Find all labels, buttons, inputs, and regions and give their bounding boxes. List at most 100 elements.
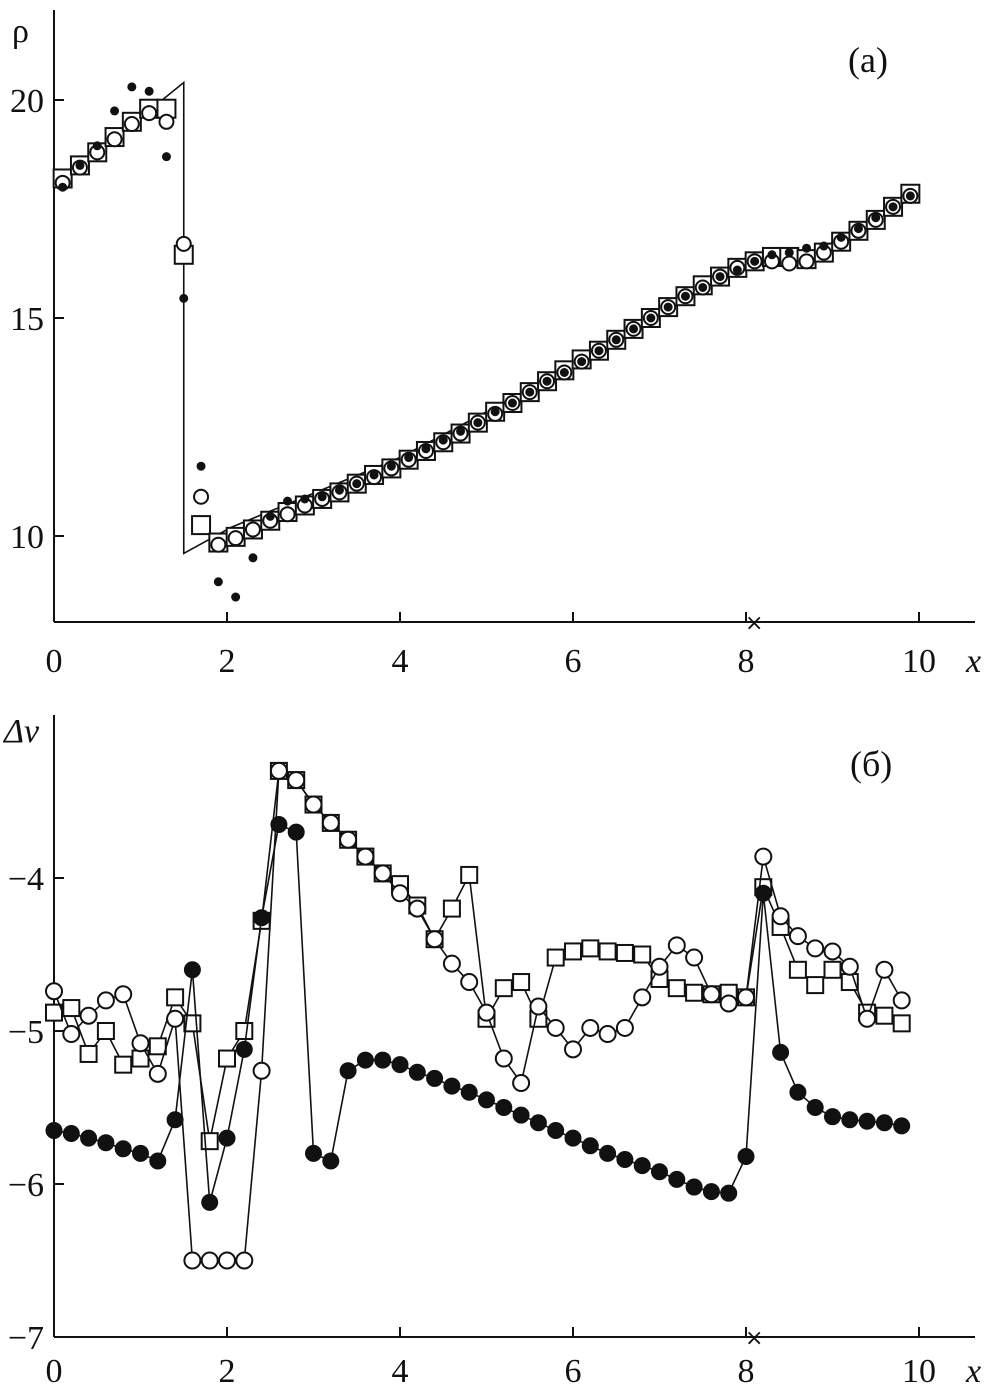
panel-b-square-point [633, 945, 652, 964]
panel-b-square-point [564, 942, 582, 961]
panel-a-circle-point [106, 131, 123, 148]
panel-a-dot-point [802, 243, 812, 253]
panel-b-circle-point [858, 1009, 877, 1028]
panel-b-circle-point [615, 1018, 634, 1037]
panel-a-dot-point [525, 387, 535, 397]
panel-a-dot-point [888, 202, 898, 212]
panel-b-dot-point [737, 1147, 755, 1165]
panel-a-dot-point [473, 418, 483, 428]
panel-b-circle-point [373, 864, 392, 883]
panel-b-circle-point [287, 771, 306, 790]
panel-a-dot-point [715, 272, 725, 282]
panel-b-dot-point [512, 1106, 530, 1124]
panel-b-dot-point [824, 1108, 841, 1126]
panel-a-dot-point [92, 141, 102, 151]
panel-a-dot-point [265, 511, 275, 521]
panel-b-dot-point [702, 1183, 720, 1201]
panel-b-series-square-line [53, 769, 903, 1142]
panel-b-dot-point [374, 1051, 392, 1069]
panel-a-x-tick-label: 10 [902, 643, 936, 680]
panel-b-series-dot-line [53, 823, 902, 1203]
panel-a-dot-point [836, 232, 846, 242]
panel-b-dot-point [754, 884, 772, 902]
panel-b-square-point [823, 960, 842, 979]
panel-b-circle-point [581, 1018, 600, 1037]
panel-b-dot-point [529, 1114, 547, 1132]
panel-b-dot-point [45, 1121, 63, 1139]
panel-b-square-point [218, 1049, 236, 1068]
panel-b-dot-point [789, 1083, 807, 1101]
panel-b-dot-point [97, 1134, 115, 1152]
panel-a-circle-point [781, 255, 798, 272]
panel-b-dot-point [253, 909, 271, 927]
panel-b-circle-point [252, 1061, 271, 1080]
panel-b-dot-point [495, 1099, 513, 1116]
panel-b-circle-point [806, 939, 825, 958]
panel-b-dot-point [581, 1137, 599, 1155]
panel-a-dot-point [559, 368, 569, 377]
panel-b-y-tick-label: −5 [8, 1014, 44, 1051]
panel-b-dot-point [668, 1170, 686, 1188]
panel-a-dot-point [905, 191, 915, 201]
panel-b-x-tick-label: 6 [565, 1353, 582, 1390]
panel-b-dot-point [599, 1144, 617, 1162]
panel-b-dot-point [183, 961, 201, 979]
panel-a-dot-point [680, 291, 690, 301]
panel-b-dot-point [132, 1144, 149, 1162]
panel-a-dot-point [629, 324, 639, 334]
panel-b-dot-point [391, 1056, 409, 1074]
panel-b-dot-point [478, 1091, 495, 1109]
panel-b-square-point [875, 1006, 894, 1025]
panel-b-dot-point [149, 1152, 167, 1170]
panel-a-label: (a) [848, 40, 888, 80]
panel-b-dot-point [806, 1099, 824, 1116]
panel-a-circle-point [798, 253, 815, 270]
panel-b-square-point [546, 948, 565, 967]
panel-b-circle-point [79, 1006, 98, 1025]
panel-b-circle-point [702, 985, 721, 1004]
panel-b-circle-point [96, 991, 115, 1010]
panel-b-circle-point [460, 973, 479, 992]
panel-b-circle-point [529, 997, 548, 1016]
panel-b-circle-point [425, 930, 444, 949]
panel-a-circle-point [175, 235, 192, 252]
panel-a-x-tick-label: 0 [46, 643, 63, 680]
panel-a-dot-point [611, 335, 621, 345]
panel-a-dot-point [179, 293, 189, 303]
panel-b-square-point [62, 999, 81, 1018]
panel-b-circle-point [667, 936, 686, 955]
panel-a-dot-point [231, 592, 241, 602]
panel-b-dot-point [322, 1152, 340, 1170]
panel-a-y-tick-label: 20 [10, 83, 44, 120]
panel-b-dot-point [720, 1184, 738, 1202]
panel-b-circle-point [166, 1009, 185, 1028]
panel-b-circle-point [339, 830, 358, 849]
panel-b-circle-point [442, 954, 461, 973]
panel-b-circle-point [875, 960, 894, 979]
panel-a-x-axis-title: x [965, 643, 981, 680]
panel-a-dot-point [784, 248, 794, 258]
panel-a-dot-point [507, 398, 517, 408]
panel-a-dot-point [767, 250, 777, 260]
panel-b-dot-point [633, 1157, 651, 1175]
panel-a-square-point [191, 515, 212, 536]
panel-b-circle-point [62, 1025, 81, 1044]
panel-a-dot-point [213, 577, 223, 587]
panel-a-y-tick-label: 15 [10, 301, 44, 338]
panel-b-dot-point [408, 1063, 426, 1081]
panel-b-square-point [806, 976, 825, 995]
panel-b-dot-point [235, 1040, 253, 1058]
panel-b-circle-point [650, 957, 669, 976]
panel-b-circle-point [269, 761, 288, 780]
panel-a-dot-point [663, 302, 673, 312]
panel-b-square-point [148, 1037, 167, 1056]
panel-a-dot-point [490, 407, 500, 417]
panel-b-circle-point [45, 982, 63, 1001]
panel-a-dot-point [127, 82, 137, 92]
panel-a-y-axis-title: ρ [12, 13, 29, 50]
panel-a-circle-point [279, 506, 296, 523]
panel-b-dot-point [443, 1077, 461, 1095]
panel-b-circle-point [304, 795, 323, 814]
panel-b-square-point [581, 939, 600, 958]
panel-b-circle-point [685, 948, 704, 967]
